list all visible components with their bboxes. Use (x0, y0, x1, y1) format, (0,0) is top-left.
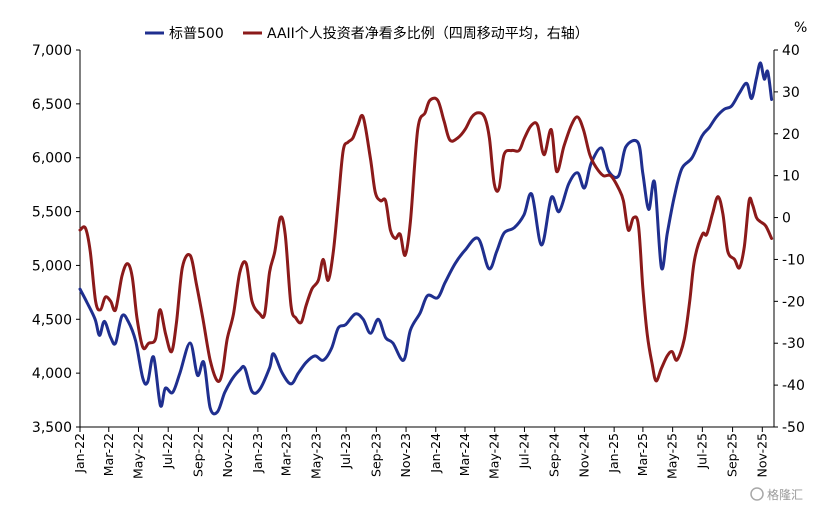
x-tick-label: Nov-22 (220, 433, 235, 477)
right-tick-label: -20 (782, 294, 805, 310)
x-tick-label: Jul-22 (160, 433, 175, 470)
x-tick-label: May-23 (308, 433, 323, 479)
x-tick-label: Mar-22 (101, 433, 116, 476)
legend-label-sp500: 标普500 (169, 26, 224, 42)
right-tick-label: -10 (782, 252, 805, 268)
x-tick-label: Jul-24 (516, 433, 531, 470)
left-tick-label: 3,500 (32, 420, 72, 436)
x-tick-label: Jan-24 (428, 433, 443, 474)
right-tick-label: 30 (782, 85, 800, 101)
left-tick-label: 4,000 (32, 366, 72, 382)
x-tick-label: Sep-23 (368, 433, 383, 477)
left-axis-ticks: 3,500 4,000 4,500 5,000 5,500 6,000 6,500 7,000 (32, 43, 80, 436)
left-tick-label: 7,000 (32, 43, 72, 59)
right-tick-label: 40 (782, 43, 800, 59)
left-tick-label: 6,500 (32, 97, 72, 113)
x-tick-label: Nov-25 (754, 433, 769, 477)
watermark-text: 格隆汇 (767, 487, 803, 502)
right-tick-label: 10 (782, 169, 800, 185)
left-tick-label: 5,000 (32, 258, 72, 274)
series-layer (78, 61, 774, 416)
x-tick-label: Mar-23 (279, 433, 294, 476)
x-tick-label: Mar-24 (457, 433, 472, 476)
series-line-sp500 (78, 61, 774, 416)
left-tick-label: 6,000 (32, 151, 72, 167)
right-tick-label: 0 (782, 211, 791, 227)
x-tick-label: Jan-22 (72, 433, 87, 474)
right-tick-label: 20 (782, 127, 800, 143)
x-axis-ticks: Jan-22 Mar-22 May-22 Jul-22 Sep-22 Nov-22 Jan-… (72, 427, 769, 479)
right-tick-label: -30 (782, 336, 805, 352)
right-axis-unit: % (794, 20, 807, 36)
x-tick-label: Nov-24 (576, 433, 591, 478)
legend: 标普500 AAII个人投资者净看多比例（四周移动平均，右轴） (145, 25, 589, 42)
x-tick-label: Jan-25 (606, 433, 621, 474)
watermark: 格隆汇 (750, 487, 803, 502)
x-tick-label: May-22 (130, 433, 145, 479)
x-tick-label: Sep-22 (190, 433, 205, 477)
left-tick-label: 5,500 (32, 205, 72, 221)
x-tick-label: Jul-25 (694, 433, 709, 470)
right-tick-label: -50 (782, 420, 805, 436)
left-tick-label: 4,500 (32, 312, 72, 328)
watermark-logo-icon (750, 487, 764, 501)
series-line-aaii (78, 96, 774, 383)
x-tick-label: Jan-23 (250, 433, 265, 474)
axes (79, 50, 775, 428)
x-tick-label: Sep-25 (725, 433, 740, 477)
x-tick-label: May-24 (487, 433, 502, 479)
right-axis-ticks: -50 -40 -30 -20 -10 0 10 20 30 40 (774, 43, 805, 436)
x-tick-label: Sep-24 (547, 433, 562, 477)
legend-label-aaii: AAII个人投资者净看多比例（四周移动平均，右轴） (267, 25, 589, 42)
x-tick-label: May-25 (665, 433, 680, 479)
x-tick-label: Jul-23 (338, 433, 353, 470)
x-tick-label: Nov-23 (398, 433, 413, 477)
right-tick-label: -40 (782, 378, 805, 394)
x-tick-label: Mar-25 (635, 433, 650, 476)
